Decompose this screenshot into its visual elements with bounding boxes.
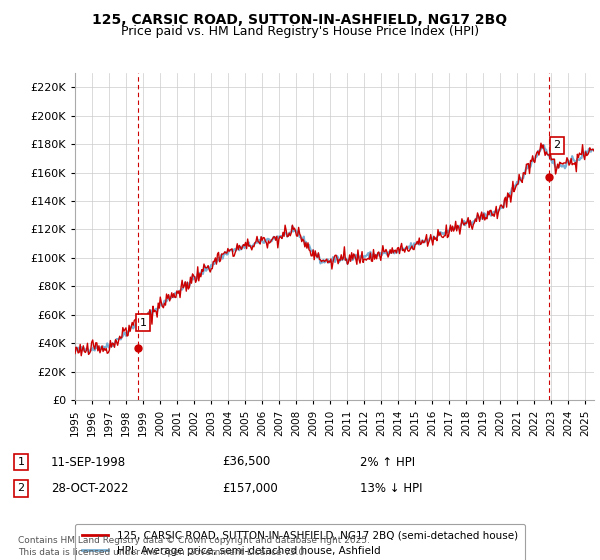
Text: 11-SEP-1998: 11-SEP-1998 [51,455,126,469]
Text: 2: 2 [554,141,560,151]
Text: 28-OCT-2022: 28-OCT-2022 [51,482,128,495]
Legend: 125, CARSIC ROAD, SUTTON-IN-ASHFIELD, NG17 2BQ (semi-detached house), HPI: Avera: 125, CARSIC ROAD, SUTTON-IN-ASHFIELD, NG… [75,524,525,560]
Text: 1: 1 [140,318,146,328]
Text: 1: 1 [17,457,25,467]
Text: 2: 2 [17,483,25,493]
Text: Contains HM Land Registry data © Crown copyright and database right 2025.
This d: Contains HM Land Registry data © Crown c… [18,536,370,557]
Text: £36,500: £36,500 [222,455,270,469]
Text: £157,000: £157,000 [222,482,278,495]
Text: 2% ↑ HPI: 2% ↑ HPI [360,455,415,469]
Text: Price paid vs. HM Land Registry's House Price Index (HPI): Price paid vs. HM Land Registry's House … [121,25,479,38]
Text: 13% ↓ HPI: 13% ↓ HPI [360,482,422,495]
Text: 125, CARSIC ROAD, SUTTON-IN-ASHFIELD, NG17 2BQ: 125, CARSIC ROAD, SUTTON-IN-ASHFIELD, NG… [92,13,508,27]
